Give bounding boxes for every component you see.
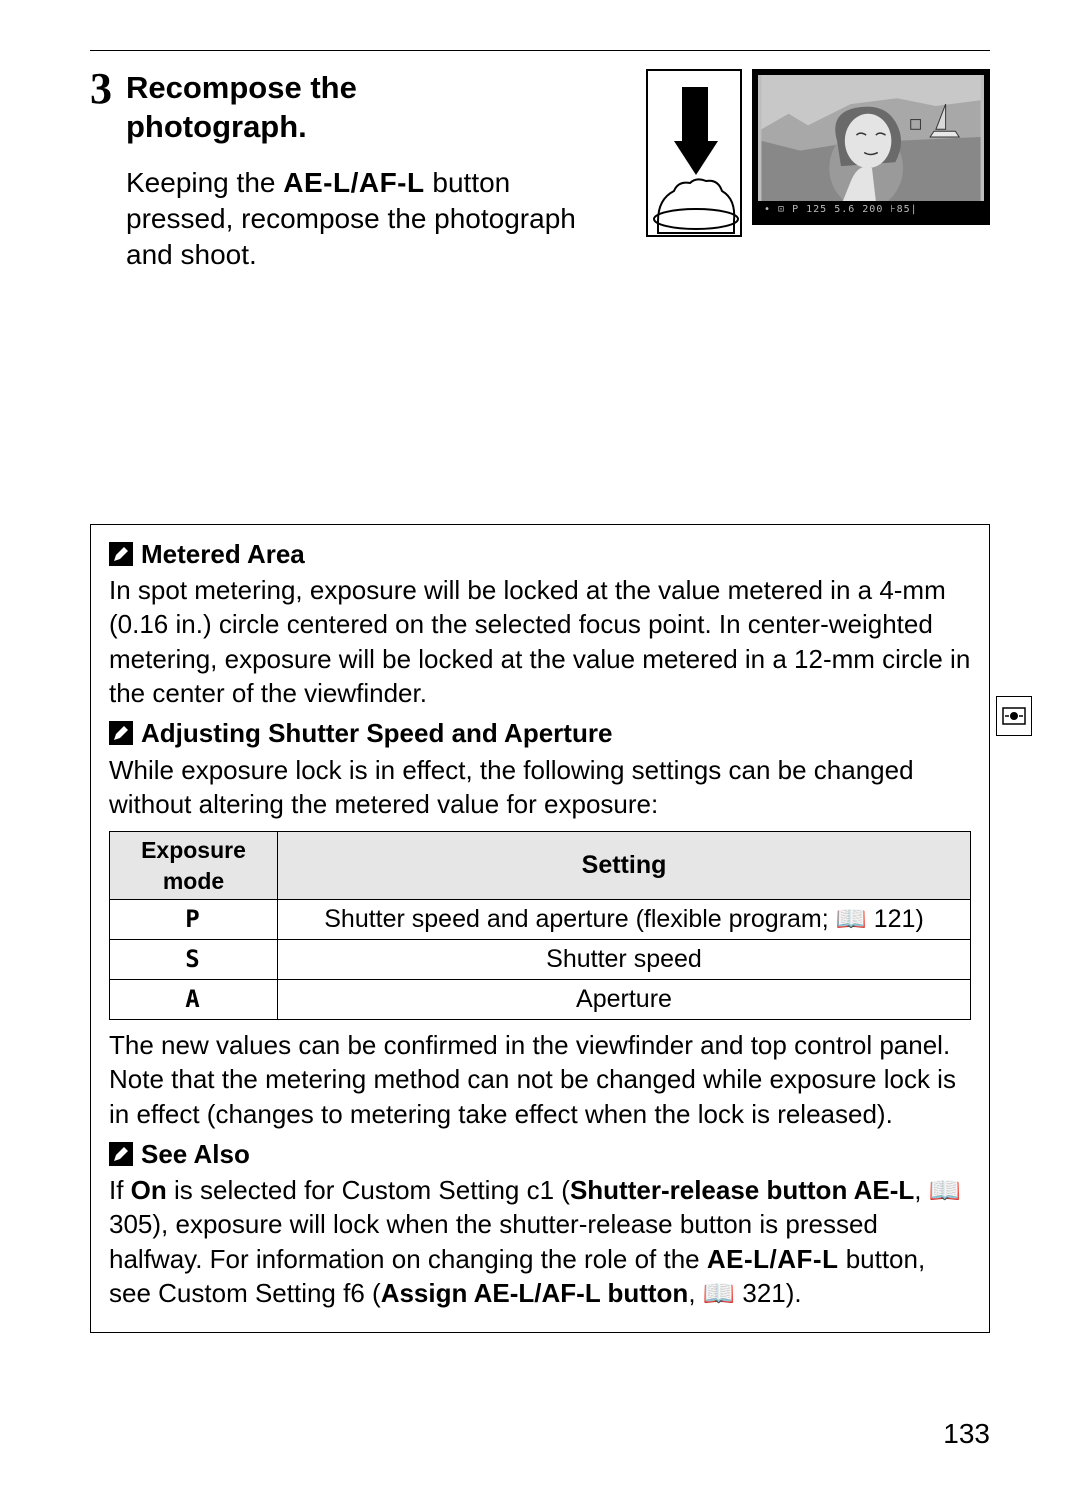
th-setting: Setting (278, 832, 971, 900)
note-heading-metered: Metered Area (109, 537, 971, 571)
sa-t1: If (109, 1175, 131, 1205)
table-header-row: Exposure mode Setting (110, 832, 971, 900)
sa-t10: , (688, 1278, 702, 1308)
cell-page: 121 (874, 905, 916, 933)
illustration-group: • ⊡ P 125 5.6 200 ⊦85| (646, 69, 990, 237)
cell-setting: Shutter speed and aperture (flexible pro… (278, 899, 971, 939)
cell-pre: Shutter speed and aperture (flexible pro… (324, 905, 835, 933)
th-mode: Exposure mode (110, 832, 278, 900)
note-title-adjusting: Adjusting Shutter Speed and Aperture (141, 716, 612, 750)
notes-box: Metered Area In spot metering, exposure … (90, 524, 990, 1334)
book-icon: 📖 (836, 905, 874, 933)
step-3: 3 Recompose the photograph. Keeping the … (90, 69, 990, 274)
lcd-illustration: • ⊡ P 125 5.6 200 ⊦85| (752, 69, 990, 225)
pencil-icon (109, 542, 133, 566)
table-row: S Shutter speed (110, 939, 971, 979)
cell-setting: Aperture (278, 979, 971, 1019)
sa-t9: Assign AE-L/AF-L button (381, 1278, 689, 1308)
note-heading-adjusting: Adjusting Shutter Speed and Aperture (109, 716, 971, 750)
cell-setting: Shutter speed (278, 939, 971, 979)
step-title-line2: photograph. (126, 109, 307, 144)
book-icon: 📖 (929, 1175, 961, 1205)
step-title-line1: Recompose the (126, 70, 357, 105)
table-row: A Aperture (110, 979, 971, 1019)
cell-mode: S (110, 939, 278, 979)
sa-page1: 305 (109, 1209, 152, 1239)
manual-page: 3 Recompose the photograph. Keeping the … (90, 50, 990, 1486)
sa-t4: Shutter-release button AE-L (570, 1175, 914, 1205)
lcd-picture (758, 75, 984, 201)
table-row: P Shutter speed and aperture (flexible p… (110, 899, 971, 939)
note-text-adjusting-intro: While exposure lock is in effect, the fo… (109, 753, 971, 822)
sa-page2: 321 (742, 1278, 785, 1308)
pencil-icon (109, 1142, 133, 1166)
cell-mode: P (110, 899, 278, 939)
sa-t5: , (914, 1175, 928, 1205)
pencil-icon (109, 721, 133, 745)
step-text: Recompose the photograph. Keeping the AE… (126, 69, 624, 274)
note-title-metered: Metered Area (141, 537, 305, 571)
cell-post: ) (915, 905, 923, 933)
sa-t3: is selected for Custom Setting c1 ( (167, 1175, 570, 1205)
lcd-status-bar: • ⊡ P 125 5.6 200 ⊦85| (758, 201, 984, 219)
book-icon: 📖 (703, 1278, 743, 1308)
step-number: 3 (90, 67, 112, 111)
note-text-seealso: If On is selected for Custom Setting c1 … (109, 1173, 971, 1310)
note-text-metered: In spot metering, exposure will be locke… (109, 573, 971, 710)
step-body-pre: Keeping the (126, 167, 283, 198)
sa-t11: ). (786, 1278, 802, 1308)
sa-t7: AE-L/AF-L (707, 1244, 839, 1274)
step-body: Keeping the AE-L/AF-L button pressed, re… (126, 165, 624, 274)
hand-illustration (646, 69, 742, 237)
exposure-settings-table: Exposure mode Setting P Shutter speed an… (109, 831, 971, 1020)
cell-mode: A (110, 979, 278, 1019)
note-heading-seealso: See Also (109, 1137, 971, 1171)
sa-t2: On (131, 1175, 167, 1205)
page-number: 133 (943, 1418, 990, 1450)
step-title: Recompose the photograph. (126, 69, 624, 147)
metering-tab-icon (996, 696, 1032, 736)
note-title-seealso: See Also (141, 1137, 250, 1171)
step-body-bold: AE-L/AF-L (283, 167, 424, 198)
note-text-adjusting-outro: The new values can be confirmed in the v… (109, 1028, 971, 1131)
